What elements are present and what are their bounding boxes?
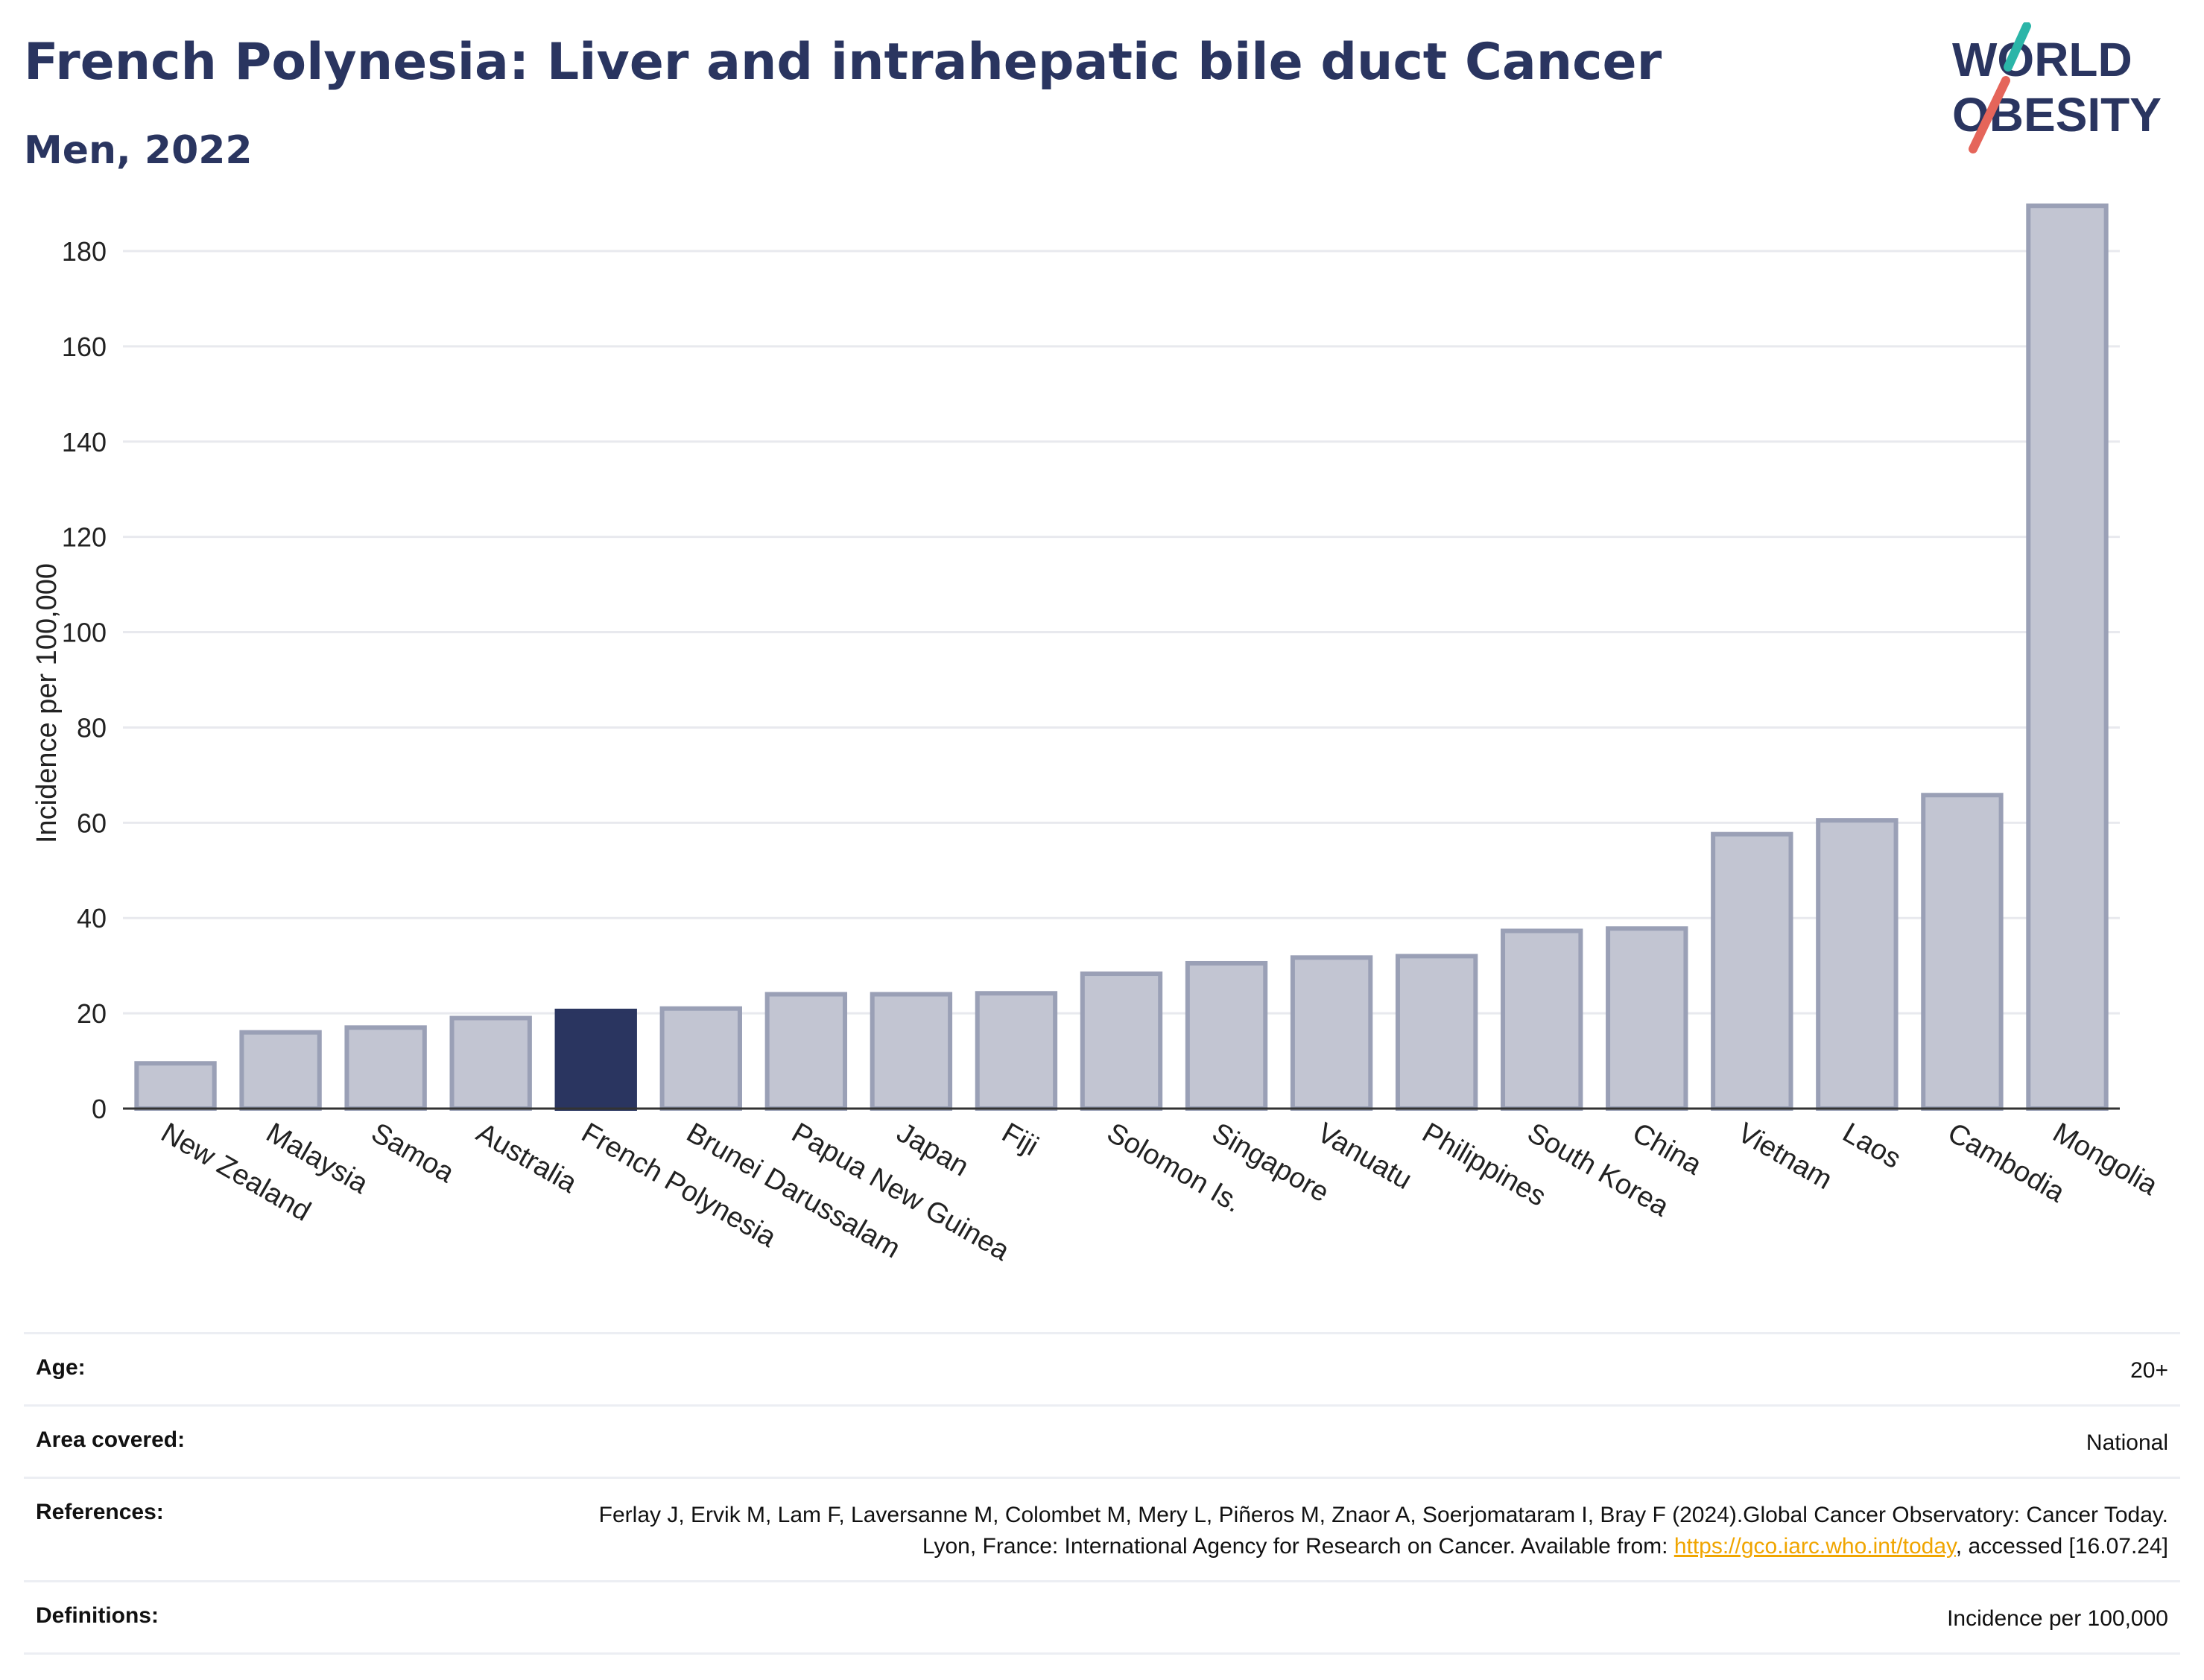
x-tick-label: French Polynesia — [576, 1117, 782, 1254]
references-text: Ferlay J, Ervik M, Lam F, Laversanne M, … — [598, 1503, 2168, 1559]
bar-vietnam — [1711, 831, 1793, 1112]
meta-row-references: References: Ferlay J, Ervik M, Lam F, La… — [24, 1477, 2180, 1580]
bar-french-polynesia — [554, 1008, 637, 1112]
world-obesity-logo: WORLD OBESITY — [1952, 22, 2162, 153]
y-tick-label: 20 — [77, 998, 107, 1029]
x-tick-label: Cambodia — [1942, 1117, 2071, 1208]
bar-mongolia — [2026, 203, 2109, 1111]
bar-papua-new-guinea — [764, 992, 848, 1111]
bar-south-korea — [1501, 928, 1583, 1111]
definitions-value: Incidence per 100,000 — [1947, 1606, 2168, 1631]
references-link[interactable]: https://gco.iarc.who.int/today — [1673, 1534, 1956, 1559]
y-tick-label: 100 — [62, 618, 107, 648]
bar-china — [1606, 926, 1688, 1112]
y-tick-label: 140 — [62, 427, 107, 457]
page-title: French Polynesia: Liver and intrahepatic… — [24, 33, 1662, 92]
bar-fiji — [975, 991, 1058, 1111]
bar-solomon-is — [1080, 971, 1163, 1112]
bar-samoa — [344, 1025, 427, 1111]
y-tick-label: 60 — [77, 808, 107, 838]
y-tick-label: 0 — [92, 1094, 107, 1124]
x-tick-label: Japan — [891, 1117, 974, 1182]
x-tick-label: Australia — [471, 1117, 583, 1199]
logo-slash-teal — [2004, 22, 2031, 72]
age-label: Age: — [36, 1355, 86, 1380]
bar-malaysia — [239, 1030, 322, 1111]
meta-row-age: Age: 20+ — [24, 1332, 2180, 1404]
y-tick-labels: 0 20 40 60 80 100 120 140 160 180 — [62, 236, 107, 1124]
bar-new-zealand — [134, 1061, 217, 1112]
references-accessed: , accessed [16.07.24] — [1955, 1534, 2168, 1559]
metadata-table: Age: 20+ Area covered: National Referenc… — [24, 1332, 2180, 1655]
y-tick-label: 180 — [62, 236, 107, 267]
bar-singapore — [1185, 960, 1268, 1112]
y-tick-label: 80 — [77, 712, 107, 743]
bar-chart: 0 20 40 60 80 100 120 140 160 180 New ZealandMala… — [31, 203, 2163, 1267]
x-tick-label: China — [1627, 1117, 1708, 1181]
definitions-label: Definitions: — [36, 1603, 159, 1628]
bar-japan — [870, 992, 953, 1111]
references-value: Ferlay J, Ervik M, Lam F, Laversanne M, … — [566, 1500, 2168, 1562]
y-tick-label: 40 — [77, 903, 107, 933]
logo-slash-coral — [1969, 76, 2010, 153]
x-tick-label: Vietnam — [1732, 1117, 1837, 1196]
age-value: 20+ — [2130, 1358, 2168, 1383]
bar-vanuatu — [1290, 955, 1373, 1112]
x-tick-label: Fiji — [996, 1117, 1043, 1162]
page-subtitle: Men, 2022 — [24, 128, 253, 173]
meta-row-area: Area covered: National — [24, 1404, 2180, 1477]
x-tick-label: Samoa — [366, 1117, 460, 1189]
bar-brunei-darussalam — [659, 1006, 742, 1112]
y-axis-label: Incidence per 100,000 — [31, 563, 63, 843]
bar-cambodia — [1921, 793, 2004, 1112]
x-tick-label: Laos — [1837, 1117, 1906, 1175]
logo-word-world: WORLD — [1952, 33, 2132, 86]
meta-row-definitions: Definitions: Incidence per 100,000 — [24, 1580, 2180, 1655]
y-tick-label: 120 — [62, 522, 107, 553]
bar-australia — [449, 1015, 532, 1112]
area-value: National — [2086, 1430, 2168, 1455]
bars — [134, 203, 2109, 1112]
y-tick-label: 160 — [62, 332, 107, 362]
bar-philippines — [1395, 954, 1478, 1112]
bar-laos — [1816, 818, 1899, 1111]
references-label: References: — [36, 1500, 164, 1524]
area-label: Area covered: — [36, 1427, 186, 1452]
